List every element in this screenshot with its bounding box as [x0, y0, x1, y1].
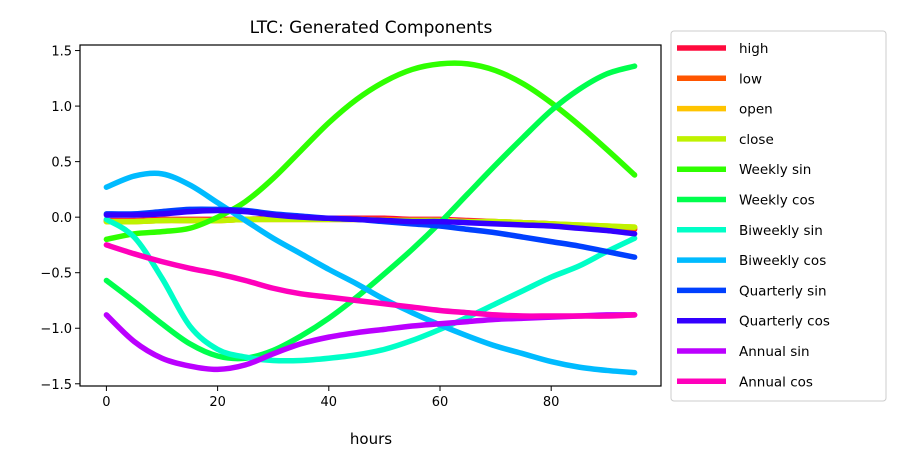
- legend-label: Biweekly cos: [739, 253, 826, 269]
- y-tick-label: −1.0: [40, 322, 72, 337]
- y-tick-label: 0.0: [51, 211, 72, 226]
- y-tick-label: −1.5: [40, 378, 72, 393]
- x-tick-label: 40: [321, 395, 338, 410]
- series-layer: [103, 60, 638, 376]
- legend-label: low: [739, 71, 762, 87]
- y-tick-label: −0.5: [40, 267, 72, 282]
- y-tick-label: 1.5: [51, 45, 72, 60]
- chart-title: LTC: Generated Components: [250, 18, 493, 38]
- legend-label: Weekly cos: [739, 193, 815, 209]
- x-tick-label: 20: [209, 395, 226, 410]
- legend-label: Quarterly cos: [739, 314, 830, 330]
- series-line-6: [103, 63, 638, 362]
- series-line-5: [103, 60, 638, 243]
- legend-label: high: [739, 41, 768, 57]
- y-axis-ticks: −1.5 −1.0 −0.5 0.0 0.5 1.0 1.5: [40, 45, 80, 393]
- legend-label: close: [739, 132, 774, 148]
- legend: high low open close Weekly sin Weekly cos Biwe…: [670, 30, 887, 402]
- legend-label: Weekly sin: [739, 162, 811, 178]
- legend-label: open: [739, 102, 773, 118]
- legend-entries: high low open close Weekly sin Weekly cos Biwe…: [677, 41, 830, 390]
- x-axis-title: hours: [350, 430, 392, 448]
- y-tick-label: 0.5: [51, 156, 72, 171]
- legend-label: Biweekly sin: [739, 223, 823, 239]
- series-line-10: [103, 207, 638, 237]
- series-line-7: [103, 216, 638, 364]
- legend-label: Quarterly sin: [739, 283, 827, 299]
- series-line-12: [103, 242, 638, 319]
- y-tick-label: 1.0: [51, 100, 72, 115]
- legend-frame: [670, 30, 887, 402]
- x-tick-label: 0: [102, 395, 110, 410]
- legend-label: Annual sin: [739, 344, 810, 360]
- series-line-8: [103, 170, 638, 376]
- legend-label: Annual cos: [739, 374, 813, 390]
- x-tick-label: 80: [543, 395, 560, 410]
- x-tick-label: 60: [432, 395, 449, 410]
- x-axis-ticks: 0 20 40 60 80: [102, 386, 559, 410]
- plot-frame: [79, 44, 662, 387]
